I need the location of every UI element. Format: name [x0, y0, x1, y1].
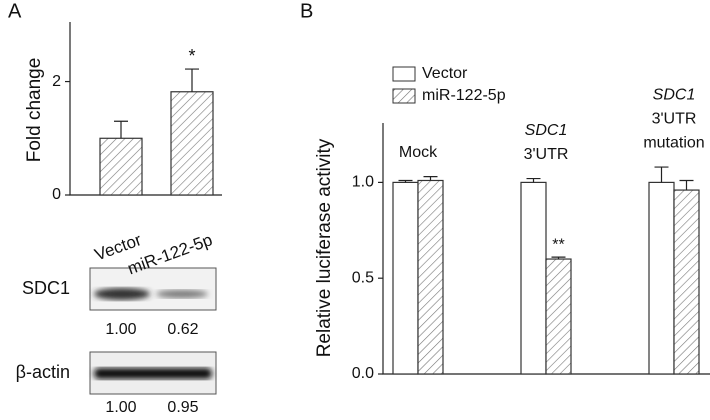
- blot-band: [94, 288, 150, 300]
- legend-swatch: [392, 66, 416, 82]
- y-axis-label: Relative luciferase activity: [314, 138, 335, 357]
- y-tick-label: 0.0: [352, 365, 374, 382]
- blot-band: [156, 290, 208, 298]
- blot-label: SDC1: [22, 278, 70, 298]
- y-tick-label: 2: [52, 73, 61, 90]
- bar: [520, 181, 547, 375]
- y-tick-label: 1.0: [352, 174, 374, 191]
- blot-value: 1.00: [105, 399, 136, 416]
- bar: [170, 91, 214, 196]
- error-bar: [114, 120, 128, 139]
- bar: [417, 179, 444, 375]
- category-label: 3'UTR: [652, 110, 697, 127]
- legend-swatch: [392, 88, 416, 104]
- error-bar: [185, 68, 199, 92]
- annotation: **: [552, 236, 564, 253]
- y-axis-label: Fold change: [24, 58, 45, 163]
- category-label: SDC1: [525, 122, 568, 139]
- error-bar: [526, 177, 541, 183]
- error-bar: [654, 166, 669, 183]
- blot-band: [94, 368, 212, 379]
- error-bar: [551, 256, 566, 260]
- blot-value: 0.95: [167, 399, 198, 416]
- error-bar: [423, 176, 438, 181]
- bar: [99, 137, 143, 196]
- blot: [89, 267, 217, 395]
- panel-label: A: [8, 0, 22, 22]
- panel-label: B: [300, 0, 313, 22]
- error-bar: [398, 179, 413, 183]
- error-bar: [679, 179, 694, 191]
- bar: [545, 258, 572, 375]
- bar: [392, 181, 419, 375]
- blot-value: 1.00: [105, 321, 136, 338]
- category-label: mutation: [643, 134, 704, 151]
- bar: [673, 189, 700, 375]
- y-tick-label: 0: [52, 186, 61, 203]
- category-label: Mock: [399, 144, 438, 161]
- annotation: *: [188, 46, 195, 66]
- blot-label: β-actin: [16, 362, 70, 382]
- legend-label: miR-122-5p: [422, 87, 506, 104]
- category-label: SDC1: [653, 86, 696, 103]
- bar: [648, 181, 675, 375]
- legend-label: Vector: [422, 65, 468, 82]
- blot-value: 0.62: [167, 321, 198, 338]
- y-tick-label: 0.5: [352, 269, 374, 286]
- category-label: 3'UTR: [524, 146, 569, 163]
